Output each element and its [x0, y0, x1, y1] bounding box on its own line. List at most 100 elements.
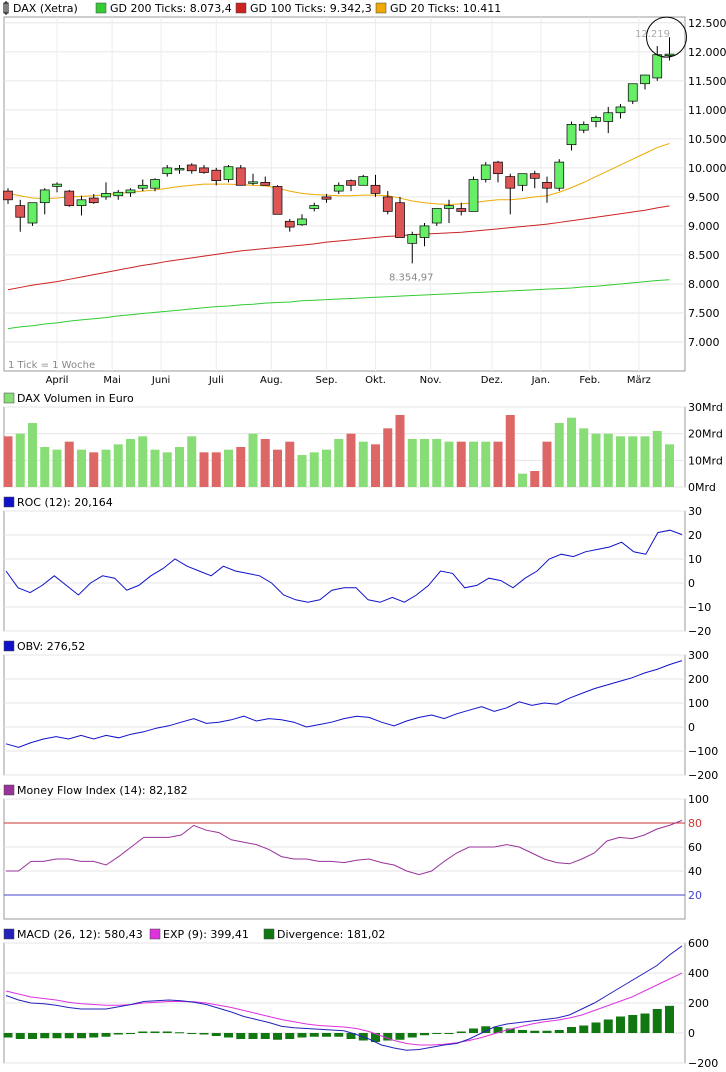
divergence-bar — [469, 1028, 478, 1033]
candle — [248, 173, 258, 186]
divergence-bar — [616, 1016, 625, 1033]
candle-body — [370, 184, 381, 194]
candle-body — [125, 189, 136, 194]
volume-bar — [628, 436, 638, 487]
candle-body — [603, 112, 614, 122]
candle-body — [517, 173, 528, 186]
divergence-bar — [211, 1033, 221, 1036]
mfi-tick-label: 20 — [688, 889, 702, 902]
candle — [652, 46, 663, 81]
candle-body — [162, 167, 173, 175]
candle-body — [260, 182, 271, 186]
volume-bar — [567, 417, 576, 487]
candle — [272, 185, 283, 215]
volume-bar — [199, 452, 209, 487]
divergence-bar — [591, 1022, 601, 1033]
divergence-bar — [628, 1015, 638, 1033]
candle-body — [578, 124, 589, 131]
divergence-bar — [407, 1033, 417, 1038]
month-label: Juni — [151, 375, 170, 386]
divergence-bar — [432, 1033, 442, 1034]
month-label: Dez. — [481, 375, 503, 386]
mfi-tick-label: 80 — [688, 817, 702, 830]
divergence-bar — [518, 1030, 527, 1033]
volume-bar — [211, 452, 221, 487]
candle — [493, 160, 503, 183]
candle — [309, 202, 320, 212]
candle-body — [419, 225, 430, 238]
legend-entry: DAX (Xetra) — [13, 2, 78, 15]
volume-bar — [101, 449, 111, 487]
divergence-bar — [64, 1033, 74, 1039]
candle-body — [101, 193, 111, 198]
volume-bar — [505, 415, 515, 487]
candle-body — [627, 83, 638, 102]
candle-body — [297, 218, 307, 226]
volume-bar — [591, 433, 601, 487]
month-label: Juli — [208, 375, 224, 386]
divergence-bar — [77, 1033, 86, 1039]
legend-swatch — [375, 2, 387, 14]
candle-body — [199, 167, 209, 173]
month-label: Nov. — [420, 375, 442, 386]
divergence-bar — [444, 1033, 454, 1034]
candle-body — [113, 191, 124, 197]
volume-bar — [665, 444, 674, 487]
candle-body — [186, 164, 197, 172]
candle-body — [223, 166, 234, 180]
legend-entry: GD 100 Ticks: 9.342,3 — [250, 2, 372, 15]
month-label: Okt. — [365, 375, 386, 386]
price-tick-label: 10.000 — [688, 162, 726, 175]
price-tick-label: 12.500 — [688, 17, 726, 30]
candle-body — [529, 173, 540, 179]
volume-bar — [28, 423, 37, 487]
volume-bar — [40, 447, 50, 487]
candle-body — [615, 106, 626, 114]
volume-bar — [162, 452, 172, 487]
obv-line — [5, 660, 683, 748]
candle — [468, 176, 479, 212]
volume-bar — [297, 455, 307, 487]
candle-body — [321, 196, 332, 200]
roc-tick-label: 10 — [688, 553, 702, 566]
volume-bar — [150, 449, 160, 487]
macd-tick-label: 0 — [688, 1027, 695, 1040]
divergence-bar — [554, 1030, 564, 1033]
divergence-bar — [101, 1033, 111, 1037]
divergence-bar — [665, 1005, 674, 1033]
volume-bar — [273, 449, 282, 487]
roc-tick-label: −20 — [688, 625, 711, 638]
volume-bar — [248, 433, 258, 487]
candle — [186, 163, 197, 174]
price-tick-label: 8.500 — [688, 249, 720, 262]
macd-legend: MACD (26, 12): 580,43 EXP (9): 399,41 Dive… — [3, 928, 385, 941]
price-tick-label: 8.000 — [688, 278, 720, 291]
volume-bar — [89, 452, 99, 487]
candle — [529, 170, 540, 189]
candle — [321, 194, 332, 203]
candle — [542, 176, 552, 203]
legend-swatch — [235, 2, 247, 14]
volume-bar — [52, 449, 62, 487]
legend-entry: GD 200 Ticks: 8.073,4 — [110, 2, 232, 15]
candle-body — [480, 164, 491, 180]
divergence-bar — [309, 1033, 319, 1037]
divergence-bar — [322, 1033, 331, 1037]
volume-bar — [395, 415, 405, 487]
candle-body — [431, 208, 442, 224]
macd-legend-entry: MACD (26, 12): 580,43 — [17, 928, 143, 941]
price-tick-label: 9.000 — [688, 220, 720, 233]
candle — [456, 202, 467, 216]
candle — [260, 176, 271, 186]
volume-bar — [640, 436, 650, 487]
divergence-bar — [579, 1025, 589, 1033]
divergence-bar — [530, 1030, 540, 1033]
legend-swatch — [95, 2, 107, 14]
divergence-bar — [3, 1033, 13, 1038]
exp-line — [5, 972, 683, 1046]
volume-bar — [126, 439, 135, 487]
legend-entry: GD 20 Ticks: 10.411 — [390, 2, 501, 15]
price-panel: DAX (Xetra) GD 200 Ticks: 8.073,4 GD 100 T… — [3, 1, 726, 386]
candle-body — [456, 208, 467, 212]
mfi-title: Money Flow Index (14): 82,182 — [17, 784, 188, 797]
